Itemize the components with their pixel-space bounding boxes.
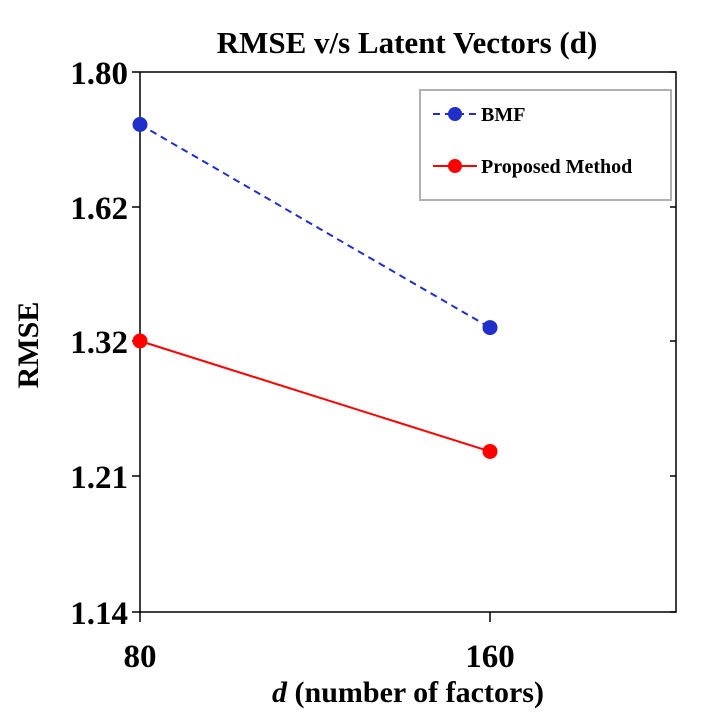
series-layer <box>132 117 498 459</box>
x-axis-label-text: (number of factors) <box>287 676 544 709</box>
x-tick-label: 160 <box>465 639 515 675</box>
x-axis-label: d (number of factors) <box>272 676 544 709</box>
legend-label: Proposed Method <box>481 156 632 178</box>
legend-label: BMF <box>481 104 525 126</box>
data-point <box>482 320 498 336</box>
x-axis-label-variable: d <box>272 676 288 709</box>
y-tick-label: 1.21 <box>70 460 128 496</box>
data-point <box>482 443 498 459</box>
y-axis: 1.80 1.62 1.32 1.21 1.14 <box>70 56 676 632</box>
y-tick-label: 1.32 <box>70 325 128 361</box>
y-tick-label: 1.62 <box>70 191 128 227</box>
legend: BMF Proposed Method <box>419 89 672 201</box>
data-point <box>132 333 148 349</box>
x-axis: 80 160 <box>124 612 515 675</box>
legend-marker <box>448 159 462 173</box>
y-tick-label: 1.14 <box>70 596 128 632</box>
x-tick-label: 80 <box>124 639 157 675</box>
legend-marker <box>448 107 462 121</box>
series-line-0 <box>139 123 491 329</box>
series-line-1 <box>139 340 491 453</box>
data-point <box>132 117 148 132</box>
chart-title: RMSE v/s Latent Vectors (d) <box>217 25 598 60</box>
y-axis-label: RMSE <box>12 302 45 389</box>
y-tick-label: 1.80 <box>70 56 128 92</box>
legend-box <box>419 89 672 201</box>
